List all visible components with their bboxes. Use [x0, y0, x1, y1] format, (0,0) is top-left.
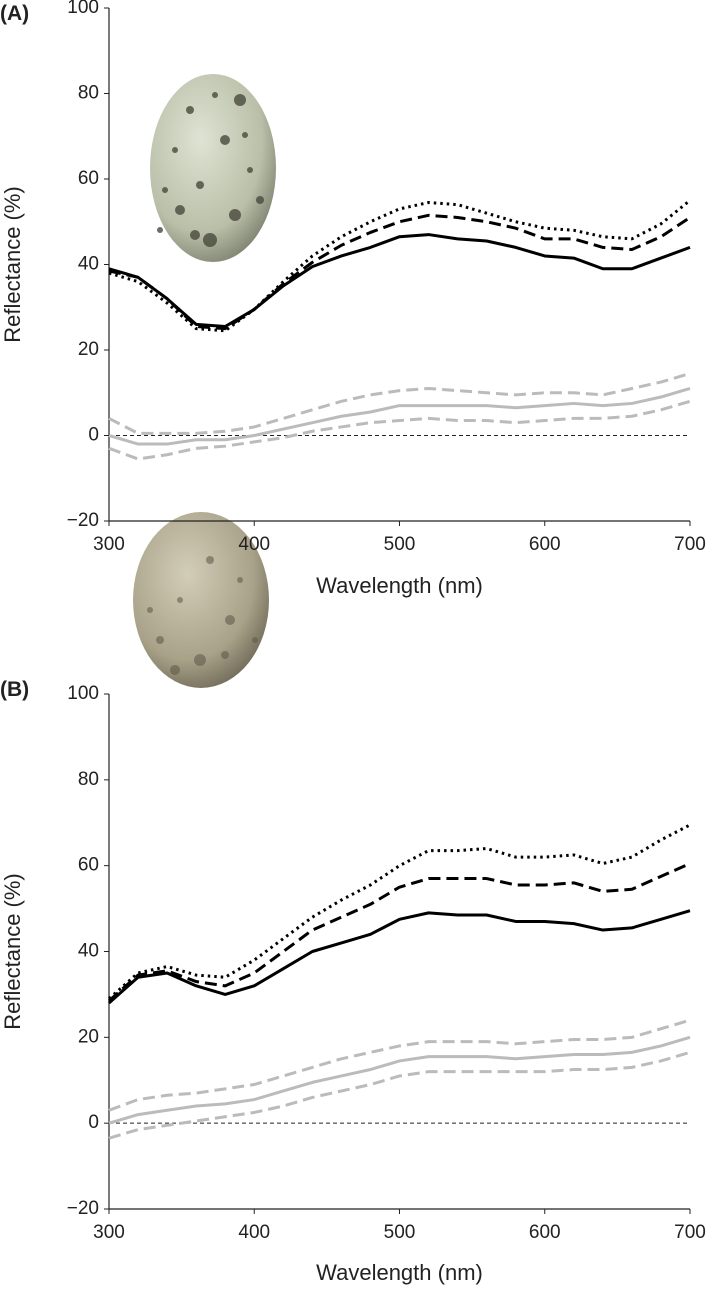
series-line: [108, 399, 691, 461]
x-tick-label: 500: [384, 1222, 416, 1243]
y-tick-label: 80: [78, 83, 99, 104]
x-tick-label: 400: [238, 534, 270, 555]
x-tick-label: 600: [529, 534, 561, 555]
x-tick-label: 600: [529, 1222, 561, 1243]
series-line: [108, 1050, 691, 1140]
series-line: [108, 862, 691, 1002]
series-line: [108, 199, 691, 333]
y-tick-label: 100: [67, 683, 99, 704]
series-line: [108, 233, 691, 328]
series-line: [108, 1018, 691, 1112]
y-tick-label: −20: [67, 1198, 99, 1219]
series-line: [108, 213, 691, 331]
series-line: [108, 372, 691, 435]
x-tick-label: 700: [674, 1222, 706, 1243]
y-tick-label: 40: [78, 941, 99, 962]
series-line: [108, 1035, 691, 1125]
x-tick-label: 400: [238, 1222, 270, 1243]
x-axis-label: Wavelength (nm): [316, 1260, 483, 1285]
y-axis-label: Reflectance (%): [0, 873, 25, 1030]
x-tick-label: 300: [93, 534, 125, 555]
y-tick-label: 0: [88, 425, 99, 446]
y-tick-label: 60: [78, 855, 99, 876]
y-axis-label: Reflectance (%): [0, 186, 25, 343]
y-tick-label: 80: [78, 769, 99, 790]
y-tick-label: 0: [88, 1112, 99, 1133]
series-line: [108, 909, 691, 1005]
panel-label: (A): [0, 2, 29, 25]
y-tick-label: −20: [67, 510, 99, 531]
panel-label: (B): [0, 678, 29, 701]
egg-photo-a: [150, 74, 276, 262]
y-tick-label: 20: [78, 339, 99, 360]
series-line: [108, 823, 691, 1000]
y-tick-label: 100: [67, 0, 99, 18]
series-line: [108, 387, 691, 446]
y-tick-label: 40: [78, 254, 99, 275]
egg-photo-b: [133, 512, 269, 688]
x-tick-label: 500: [384, 534, 416, 555]
x-axis-label: Wavelength (nm): [316, 573, 483, 598]
x-tick-label: 700: [674, 534, 706, 555]
x-tick-label: 300: [93, 1222, 125, 1243]
y-tick-label: 60: [78, 168, 99, 189]
y-tick-label: 20: [78, 1026, 99, 1047]
